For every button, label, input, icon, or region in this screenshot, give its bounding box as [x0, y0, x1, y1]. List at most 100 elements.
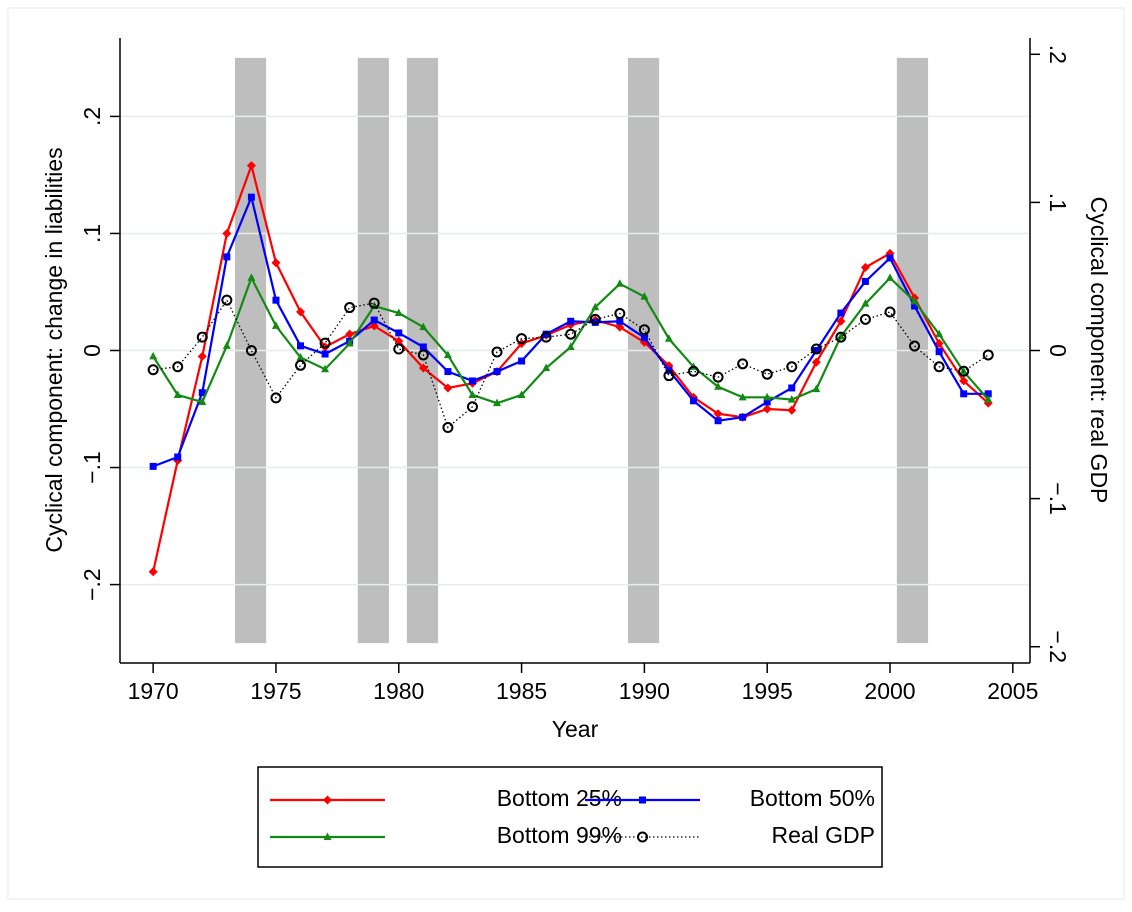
point	[640, 334, 648, 342]
legend-marker	[323, 832, 332, 840]
y-tick-label: .1	[79, 224, 105, 243]
y2-axis-title: Cyclical component: real GDP	[1086, 197, 1112, 504]
point	[271, 321, 280, 329]
point	[737, 358, 749, 370]
point	[886, 254, 894, 262]
point	[984, 390, 992, 398]
point	[909, 340, 921, 352]
point	[812, 347, 820, 354]
point	[468, 377, 476, 385]
point	[419, 322, 428, 331]
point	[860, 262, 870, 272]
point	[664, 334, 673, 342]
point	[615, 279, 624, 287]
point	[418, 363, 428, 373]
point	[198, 389, 206, 397]
point	[713, 409, 723, 419]
point	[837, 309, 845, 317]
point	[761, 368, 773, 380]
point	[442, 422, 454, 434]
point	[540, 331, 552, 343]
point	[982, 349, 994, 361]
point	[861, 299, 870, 307]
y2-tick-label: .2	[1045, 45, 1071, 64]
point	[787, 395, 796, 403]
y2-tick-label: .1	[1045, 193, 1071, 212]
point	[614, 307, 626, 319]
x-tick-label: 2000	[864, 678, 915, 704]
point	[369, 321, 379, 331]
point	[616, 317, 624, 325]
point	[516, 333, 528, 345]
point	[786, 361, 798, 373]
point	[319, 337, 331, 349]
legend-label: Bottom 99%	[497, 822, 622, 848]
legend-marker	[323, 795, 332, 805]
legend: Bottom 25% Bottom 50% Bottom 99% Real GDP	[270, 785, 875, 848]
point	[272, 296, 280, 304]
point	[271, 258, 281, 268]
point	[811, 357, 821, 367]
point	[542, 330, 550, 338]
point	[394, 308, 403, 317]
point	[739, 413, 747, 421]
point	[714, 417, 722, 425]
x-tick-label: 1975	[250, 678, 301, 704]
point	[296, 307, 306, 317]
legend-marker	[637, 831, 648, 843]
point	[296, 353, 305, 361]
series-lines	[147, 161, 994, 577]
x-tick-label: 2005	[987, 678, 1038, 704]
point	[762, 404, 772, 414]
point	[466, 401, 478, 413]
point	[591, 318, 599, 326]
point	[395, 329, 403, 337]
legend-marker	[639, 796, 646, 804]
x-tick-label: 1970	[128, 678, 179, 704]
point	[638, 324, 650, 336]
point	[149, 351, 158, 360]
point	[763, 398, 771, 406]
point	[861, 277, 869, 285]
point	[960, 390, 968, 398]
point	[763, 392, 772, 401]
point	[591, 302, 600, 311]
point	[419, 343, 427, 351]
point	[690, 397, 698, 405]
point	[443, 383, 453, 393]
point	[884, 306, 896, 318]
point	[812, 384, 821, 393]
point	[321, 364, 330, 373]
point	[910, 296, 919, 305]
point	[468, 390, 477, 398]
point	[172, 361, 184, 373]
point	[859, 313, 871, 325]
point	[196, 331, 208, 343]
point	[935, 329, 944, 338]
point	[959, 376, 969, 386]
legend-label: Real GDP	[771, 822, 875, 848]
x-tick-label: 1985	[496, 678, 547, 704]
point	[886, 273, 894, 281]
series-line	[153, 298, 989, 429]
point	[245, 345, 257, 356]
point	[493, 368, 501, 376]
point	[615, 322, 625, 332]
axes: −.2 −.1 0 .1 .2 −.2 −.1 0 .1 .2 1970 1975 1980 1985 19…	[79, 38, 1071, 704]
point	[198, 397, 207, 405]
point	[491, 346, 503, 358]
point	[173, 390, 182, 398]
point	[147, 364, 159, 376]
point	[223, 253, 231, 261]
point	[270, 392, 282, 404]
point	[417, 349, 429, 361]
point	[493, 398, 502, 407]
point	[394, 336, 404, 346]
point	[444, 368, 452, 376]
point	[222, 341, 231, 349]
legend-box	[257, 766, 883, 868]
y-tick-label: .2	[79, 107, 105, 126]
x-tick-label: 1995	[742, 678, 793, 704]
point	[567, 317, 575, 325]
